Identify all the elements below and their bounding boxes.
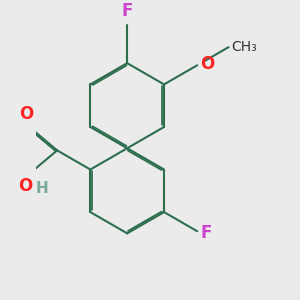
Text: H: H xyxy=(35,181,48,196)
Text: O: O xyxy=(19,105,34,123)
Text: F: F xyxy=(122,2,133,20)
Text: O: O xyxy=(18,177,32,195)
Text: O: O xyxy=(200,55,214,73)
Text: CH₃: CH₃ xyxy=(232,40,257,54)
Text: F: F xyxy=(200,224,211,242)
